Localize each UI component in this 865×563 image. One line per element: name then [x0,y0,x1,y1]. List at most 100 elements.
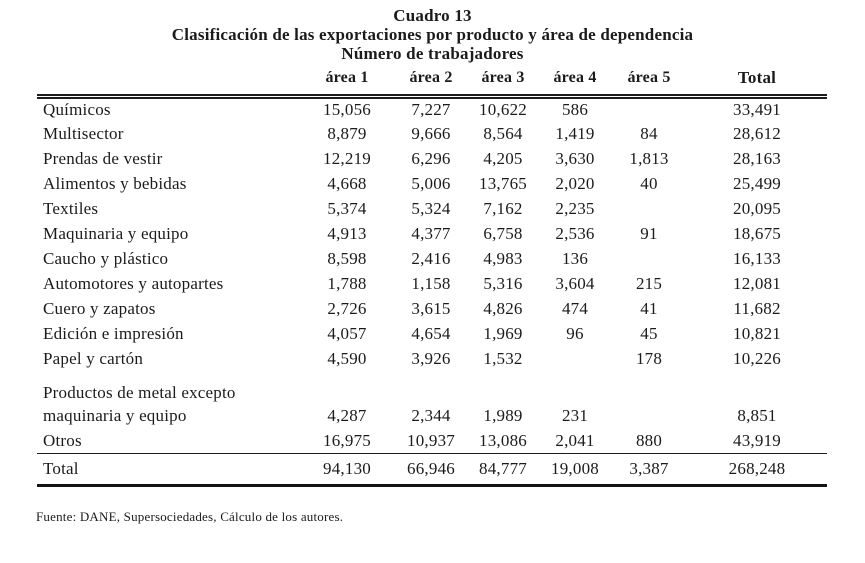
table-row: Alimentos y bebidas 4,668 5,006 13,765 2,020… [37,172,827,197]
cell-value: 7,162 [483,199,523,218]
total-cell-area5: 3,387 [611,453,687,487]
cell-value: 8,598 [327,249,367,268]
cell-value: 4,654 [411,324,451,343]
cell-value: 43,919 [733,430,781,450]
table-footer: Total 94,130 66,946 84,777 19,008 3,387 … [37,453,827,487]
row-label: Productos de metal excepto [43,382,236,402]
table-row: Edición e impresión 4,057 4,654 1,969 96 45 10… [37,322,827,347]
row-label: Multisector [43,124,124,143]
cell-value: 8,851 [737,406,777,425]
row-label: Prendas de vestir [43,149,163,168]
cell-value: 11,682 [733,299,781,318]
cell-value: 7,227 [411,100,451,120]
cell-value: 10,821 [733,324,781,343]
cell-value: 1,788 [327,274,367,293]
table-row: maquinaria y equipo 4,287 2,344 1,989 231 8,8… [37,404,827,429]
cell-value: 41 [640,299,658,318]
cell-value: 28,612 [733,124,781,143]
cell-value: 4,590 [327,349,367,368]
table-row: Multisector 8,879 9,666 8,564 1,419 84 28,612 [37,122,827,147]
cell-value: 2,235 [555,199,595,218]
cell-value: 1,419 [555,124,595,143]
cell-value: 28,163 [733,149,781,168]
cell-value: 1,532 [483,349,523,368]
cell-value: 3,926 [411,349,451,368]
cell-value: 2,020 [555,174,595,193]
header-row: área 1 área 2 área 3 área 4 área 5 Total [37,67,827,99]
row-label: Otros [43,430,82,450]
table-row: Caucho y plástico 8,598 2,416 4,983 136 16,13… [37,247,827,272]
row-label: Alimentos y bebidas [43,174,187,193]
source-note: Fuente: DANE, Supersociedades, Cálculo d… [36,509,344,524]
table-body: Químicos 15,056 7,227 10,622 586 33,491 Multis… [37,97,827,454]
cell-value: 5,316 [483,274,523,293]
table-row: Productos de metal excepto [37,372,827,404]
cell-value: 4,377 [411,224,451,243]
total-row: Total 94,130 66,946 84,777 19,008 3,387 … [37,453,827,487]
cell-value: 25,499 [733,174,781,193]
cell-value: 20,095 [733,199,781,218]
table-number: Cuadro 13 [393,6,472,25]
cell-value [611,404,687,429]
table-header: área 1 área 2 área 3 área 4 área 5 Total [37,67,827,99]
column-header-area4: área 4 [539,67,611,99]
cell-value: 16,975 [323,430,371,450]
cell-value: 4,913 [327,224,367,243]
column-header-area1: área 1 [299,67,395,99]
cell-value [611,372,687,404]
column-header-area2: área 2 [395,67,467,99]
cell-value: 4,057 [327,324,367,343]
cell-value [539,347,611,372]
row-label: Cuero y zapatos [43,299,156,318]
cell-value: 5,006 [411,174,451,193]
cell-value: 880 [635,430,663,450]
cell-value: 6,758 [483,224,523,243]
cell-value: 2,041 [555,430,595,450]
cell-value: 10,622 [479,100,527,120]
table-row: Químicos 15,056 7,227 10,622 586 33,491 [37,97,827,122]
cell-value: 4,983 [483,249,523,268]
table-subtitle: Número de trabajadores [341,44,524,63]
total-row-label: Total [37,453,299,487]
data-table: área 1 área 2 área 3 área 4 área 5 Total… [37,67,827,487]
cell-value [467,372,539,404]
row-label: Edición e impresión [43,324,184,343]
table-row: Otros 16,975 10,937 13,086 2,041 880 43,919 [37,429,827,454]
corner-cell [37,67,299,99]
cell-value: 1,813 [629,149,669,168]
cell-value: 12,219 [323,149,371,168]
cell-value: 4,287 [327,406,367,425]
row-label: maquinaria y equipo [43,406,187,425]
cell-value: 586 [561,100,589,120]
cell-value: 474 [561,299,589,318]
cell-value [539,372,611,404]
table-row: Cuero y zapatos 2,726 3,615 4,826 474 41 11,68… [37,297,827,322]
row-label: Químicos [43,100,111,120]
cell-value [299,372,395,404]
column-header-total: Total [687,67,827,99]
cell-value: 231 [561,406,589,425]
cell-value: 84 [640,124,658,143]
table-row: Automotores y autopartes 1,788 1,158 5,316 3… [37,272,827,297]
cell-value: 1,158 [411,274,451,293]
cell-value: 4,205 [483,149,523,168]
row-label: Caucho y plástico [43,249,169,268]
cell-value: 45 [640,324,658,343]
cell-value: 16,133 [733,249,781,268]
cell-value: 10,937 [407,430,455,450]
cell-value [395,372,467,404]
row-label: Papel y cartón [43,349,144,368]
cell-value: 18,675 [733,224,781,243]
cell-value: 13,765 [479,174,527,193]
column-header-area3: área 3 [467,67,539,99]
cell-value: 2,536 [555,224,595,243]
total-cell-total: 268,248 [687,453,827,487]
cell-value: 178 [635,349,663,368]
cell-value: 15,056 [323,100,371,120]
total-cell-area2: 66,946 [395,453,467,487]
cell-value: 3,615 [411,299,451,318]
cell-value: 215 [635,274,663,293]
cell-value: 91 [640,224,658,243]
cell-value: 40 [640,174,658,193]
